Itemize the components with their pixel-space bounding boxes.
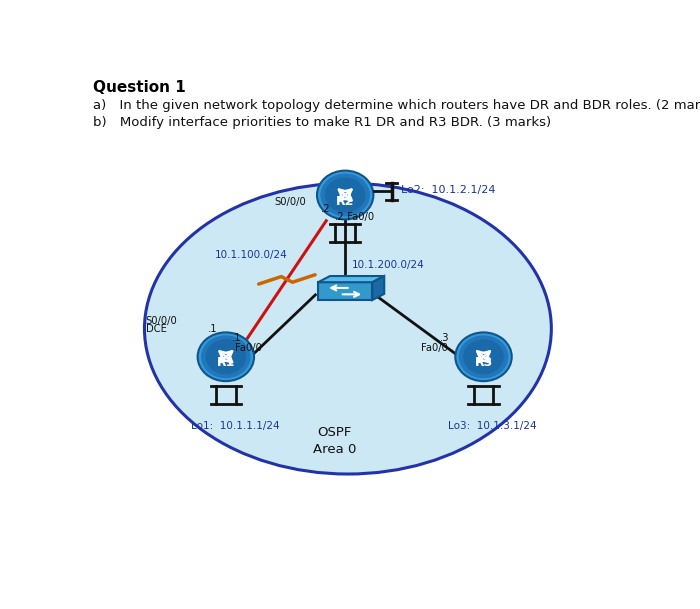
Text: R2: R2 [336, 195, 354, 208]
Text: Fa0/0: Fa0/0 [235, 343, 262, 353]
Circle shape [321, 174, 370, 216]
Text: Fa0/0: Fa0/0 [421, 343, 448, 353]
Text: R3: R3 [475, 356, 493, 370]
Circle shape [317, 171, 373, 219]
Ellipse shape [144, 183, 552, 474]
Text: S0/0/0: S0/0/0 [146, 316, 177, 326]
Text: Lo3:  10.1.3.1/24: Lo3: 10.1.3.1/24 [448, 421, 537, 431]
Text: Lo2:  10.1.2.1/24: Lo2: 10.1.2.1/24 [400, 185, 495, 195]
Circle shape [455, 333, 512, 381]
Text: S0/0/0: S0/0/0 [274, 197, 307, 207]
Text: .1: .1 [208, 324, 218, 334]
Circle shape [206, 339, 246, 375]
Text: b) Modify interface priorities to make R1 DR and R3 BDR. (3 marks): b) Modify interface priorities to make R… [93, 116, 551, 129]
Text: a) In the given network topology determine which routers have DR and BDR roles. : a) In the given network topology determi… [93, 99, 700, 112]
Text: .2: .2 [335, 213, 344, 222]
Text: .3: .3 [440, 333, 449, 343]
Circle shape [325, 177, 365, 213]
Text: Lo1:  10.1.1.1/24: Lo1: 10.1.1.1/24 [190, 421, 279, 431]
Text: .2: .2 [321, 204, 330, 214]
Polygon shape [318, 276, 384, 282]
Circle shape [463, 339, 504, 375]
Text: 10.1.100.0/24: 10.1.100.0/24 [215, 250, 288, 260]
Text: DCE: DCE [146, 324, 167, 334]
Text: OSPF
Area 0: OSPF Area 0 [313, 426, 356, 456]
Text: Question 1: Question 1 [93, 80, 186, 95]
Text: R1: R1 [217, 356, 235, 370]
Polygon shape [372, 276, 384, 300]
Circle shape [201, 336, 251, 378]
Text: .1: .1 [232, 333, 242, 343]
Text: Fa0/0: Fa0/0 [342, 213, 374, 222]
FancyBboxPatch shape [318, 282, 372, 300]
Text: 10.1.200.0/24: 10.1.200.0/24 [352, 259, 425, 270]
Circle shape [197, 333, 254, 381]
Circle shape [458, 336, 508, 378]
